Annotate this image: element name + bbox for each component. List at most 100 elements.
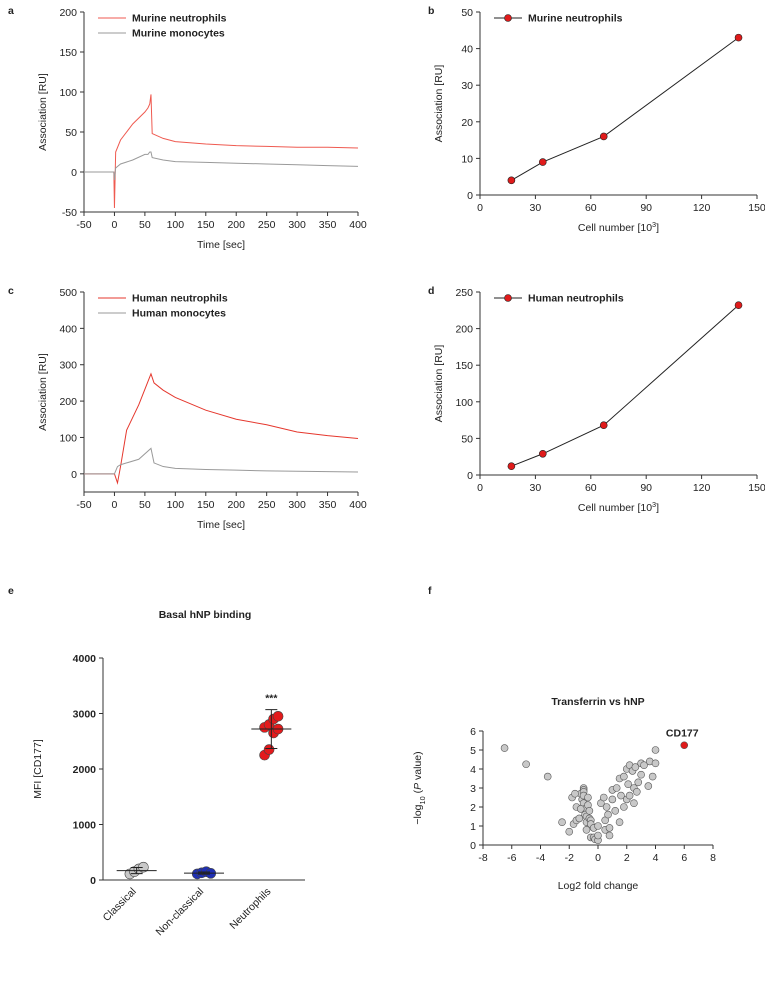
x-tick-label: 150 (197, 499, 215, 511)
y-tick-label: 0 (90, 875, 96, 887)
x-tick-label: 150 (197, 219, 215, 231)
y-tick-label: 4000 (73, 653, 97, 665)
series-line (84, 447, 359, 475)
panel-letter: e (8, 585, 14, 597)
data-point (599, 421, 608, 430)
data-point (584, 793, 592, 802)
x-tick-label: 400 (349, 219, 367, 231)
y-tick-label: 50 (461, 433, 473, 445)
y-tick-label: 50 (65, 127, 77, 139)
data-point (630, 799, 638, 808)
x-tick-label: 150 (748, 482, 765, 494)
y-tick-label: 100 (59, 87, 77, 99)
panel-letter: f (428, 585, 432, 597)
x-tick-label: 100 (167, 219, 185, 231)
y-tick-label: 2000 (73, 764, 97, 776)
x-tick-label: 150 (748, 202, 765, 214)
y-tick-label: 100 (59, 432, 77, 444)
data-point (651, 746, 660, 754)
x-tick-label: 50 (139, 219, 151, 231)
data-point (272, 710, 284, 722)
label-part: P (412, 783, 424, 790)
y-tick-label: 0 (71, 469, 77, 481)
data-point (633, 787, 641, 796)
axis (479, 292, 757, 476)
y-tick-label: 3 (470, 783, 476, 795)
x-tick-label: 0 (112, 219, 118, 231)
data-point (608, 795, 617, 804)
y-tick-label: 200 (59, 7, 77, 19)
axis (83, 12, 358, 213)
x-tick-label: 30 (530, 482, 542, 494)
x-tick-label: -50 (76, 219, 91, 231)
label-part: ] (656, 502, 659, 514)
x-tick-label: 200 (227, 499, 245, 511)
y-tick-label: 200 (455, 324, 473, 336)
annotation: *** (265, 693, 278, 705)
data-point (602, 803, 611, 811)
y-tick-label: 100 (455, 397, 473, 409)
x-tick-label: 120 (693, 482, 711, 494)
data-point (644, 782, 653, 790)
series-line (84, 151, 359, 181)
data-point (611, 806, 620, 815)
series-line (84, 94, 359, 209)
x-tick-label: 200 (227, 219, 245, 231)
label-part: value) (412, 751, 424, 783)
x-axis-label: Time [sec] (197, 239, 245, 251)
x-tick-label: Non-classical (153, 886, 206, 939)
data-point (615, 818, 624, 827)
data-point (640, 761, 648, 770)
y-tick-label: 1 (470, 821, 476, 833)
data-point (522, 760, 530, 769)
y-tick-label: 5 (470, 745, 476, 757)
y-tick-label: 2 (470, 802, 476, 814)
chart-title: Basal hNP binding (159, 609, 252, 621)
y-tick-label: 20 (461, 117, 473, 129)
label-part: 3 (652, 500, 656, 509)
label-part: −log (412, 804, 424, 824)
panel-letter: b (428, 5, 434, 17)
y-tick-label: 0 (71, 167, 77, 179)
y-tick-label: 4 (470, 764, 476, 776)
data-point (599, 793, 608, 802)
x-tick-label: Classical (101, 886, 139, 924)
y-axis-label: Association [RU] (433, 345, 445, 423)
x-tick-label: 6 (681, 852, 687, 864)
x-tick-label: 0 (595, 852, 601, 864)
x-tick-label: 120 (693, 202, 711, 214)
legend-marker (504, 294, 512, 302)
x-tick-label: 350 (319, 219, 337, 231)
data-point (575, 814, 584, 823)
x-tick-label: -8 (478, 852, 487, 864)
y-tick-label: 0 (467, 470, 473, 482)
data-point (582, 825, 591, 834)
data-point (263, 744, 275, 755)
data-point (594, 822, 602, 830)
y-tick-label: 300 (59, 360, 77, 372)
legend-label: Human neutrophils (132, 293, 228, 305)
y-tick-label: 10 (461, 153, 473, 165)
data-point (538, 158, 547, 166)
data-point (651, 759, 660, 768)
x-tick-label: -50 (76, 499, 91, 511)
data-point (625, 791, 634, 800)
y-tick-label: 150 (455, 360, 473, 372)
data-point (734, 33, 743, 42)
x-tick-label: 60 (585, 202, 597, 214)
y-tick-label: 150 (59, 47, 77, 59)
panel-letter: c (8, 285, 14, 297)
data-point (617, 791, 625, 800)
data-point (565, 827, 574, 836)
legend-label: Murine neutrophils (528, 13, 623, 25)
label-part: Cell number [10 (578, 502, 652, 514)
series-line (511, 37, 739, 181)
data-point (605, 824, 614, 832)
data-point (500, 744, 509, 752)
data-point (648, 772, 657, 781)
x-tick-label: 8 (710, 852, 716, 864)
data-point (558, 818, 566, 827)
y-tick-label: 500 (59, 287, 77, 299)
x-tick-label: 60 (585, 482, 597, 494)
data-point (612, 784, 621, 792)
